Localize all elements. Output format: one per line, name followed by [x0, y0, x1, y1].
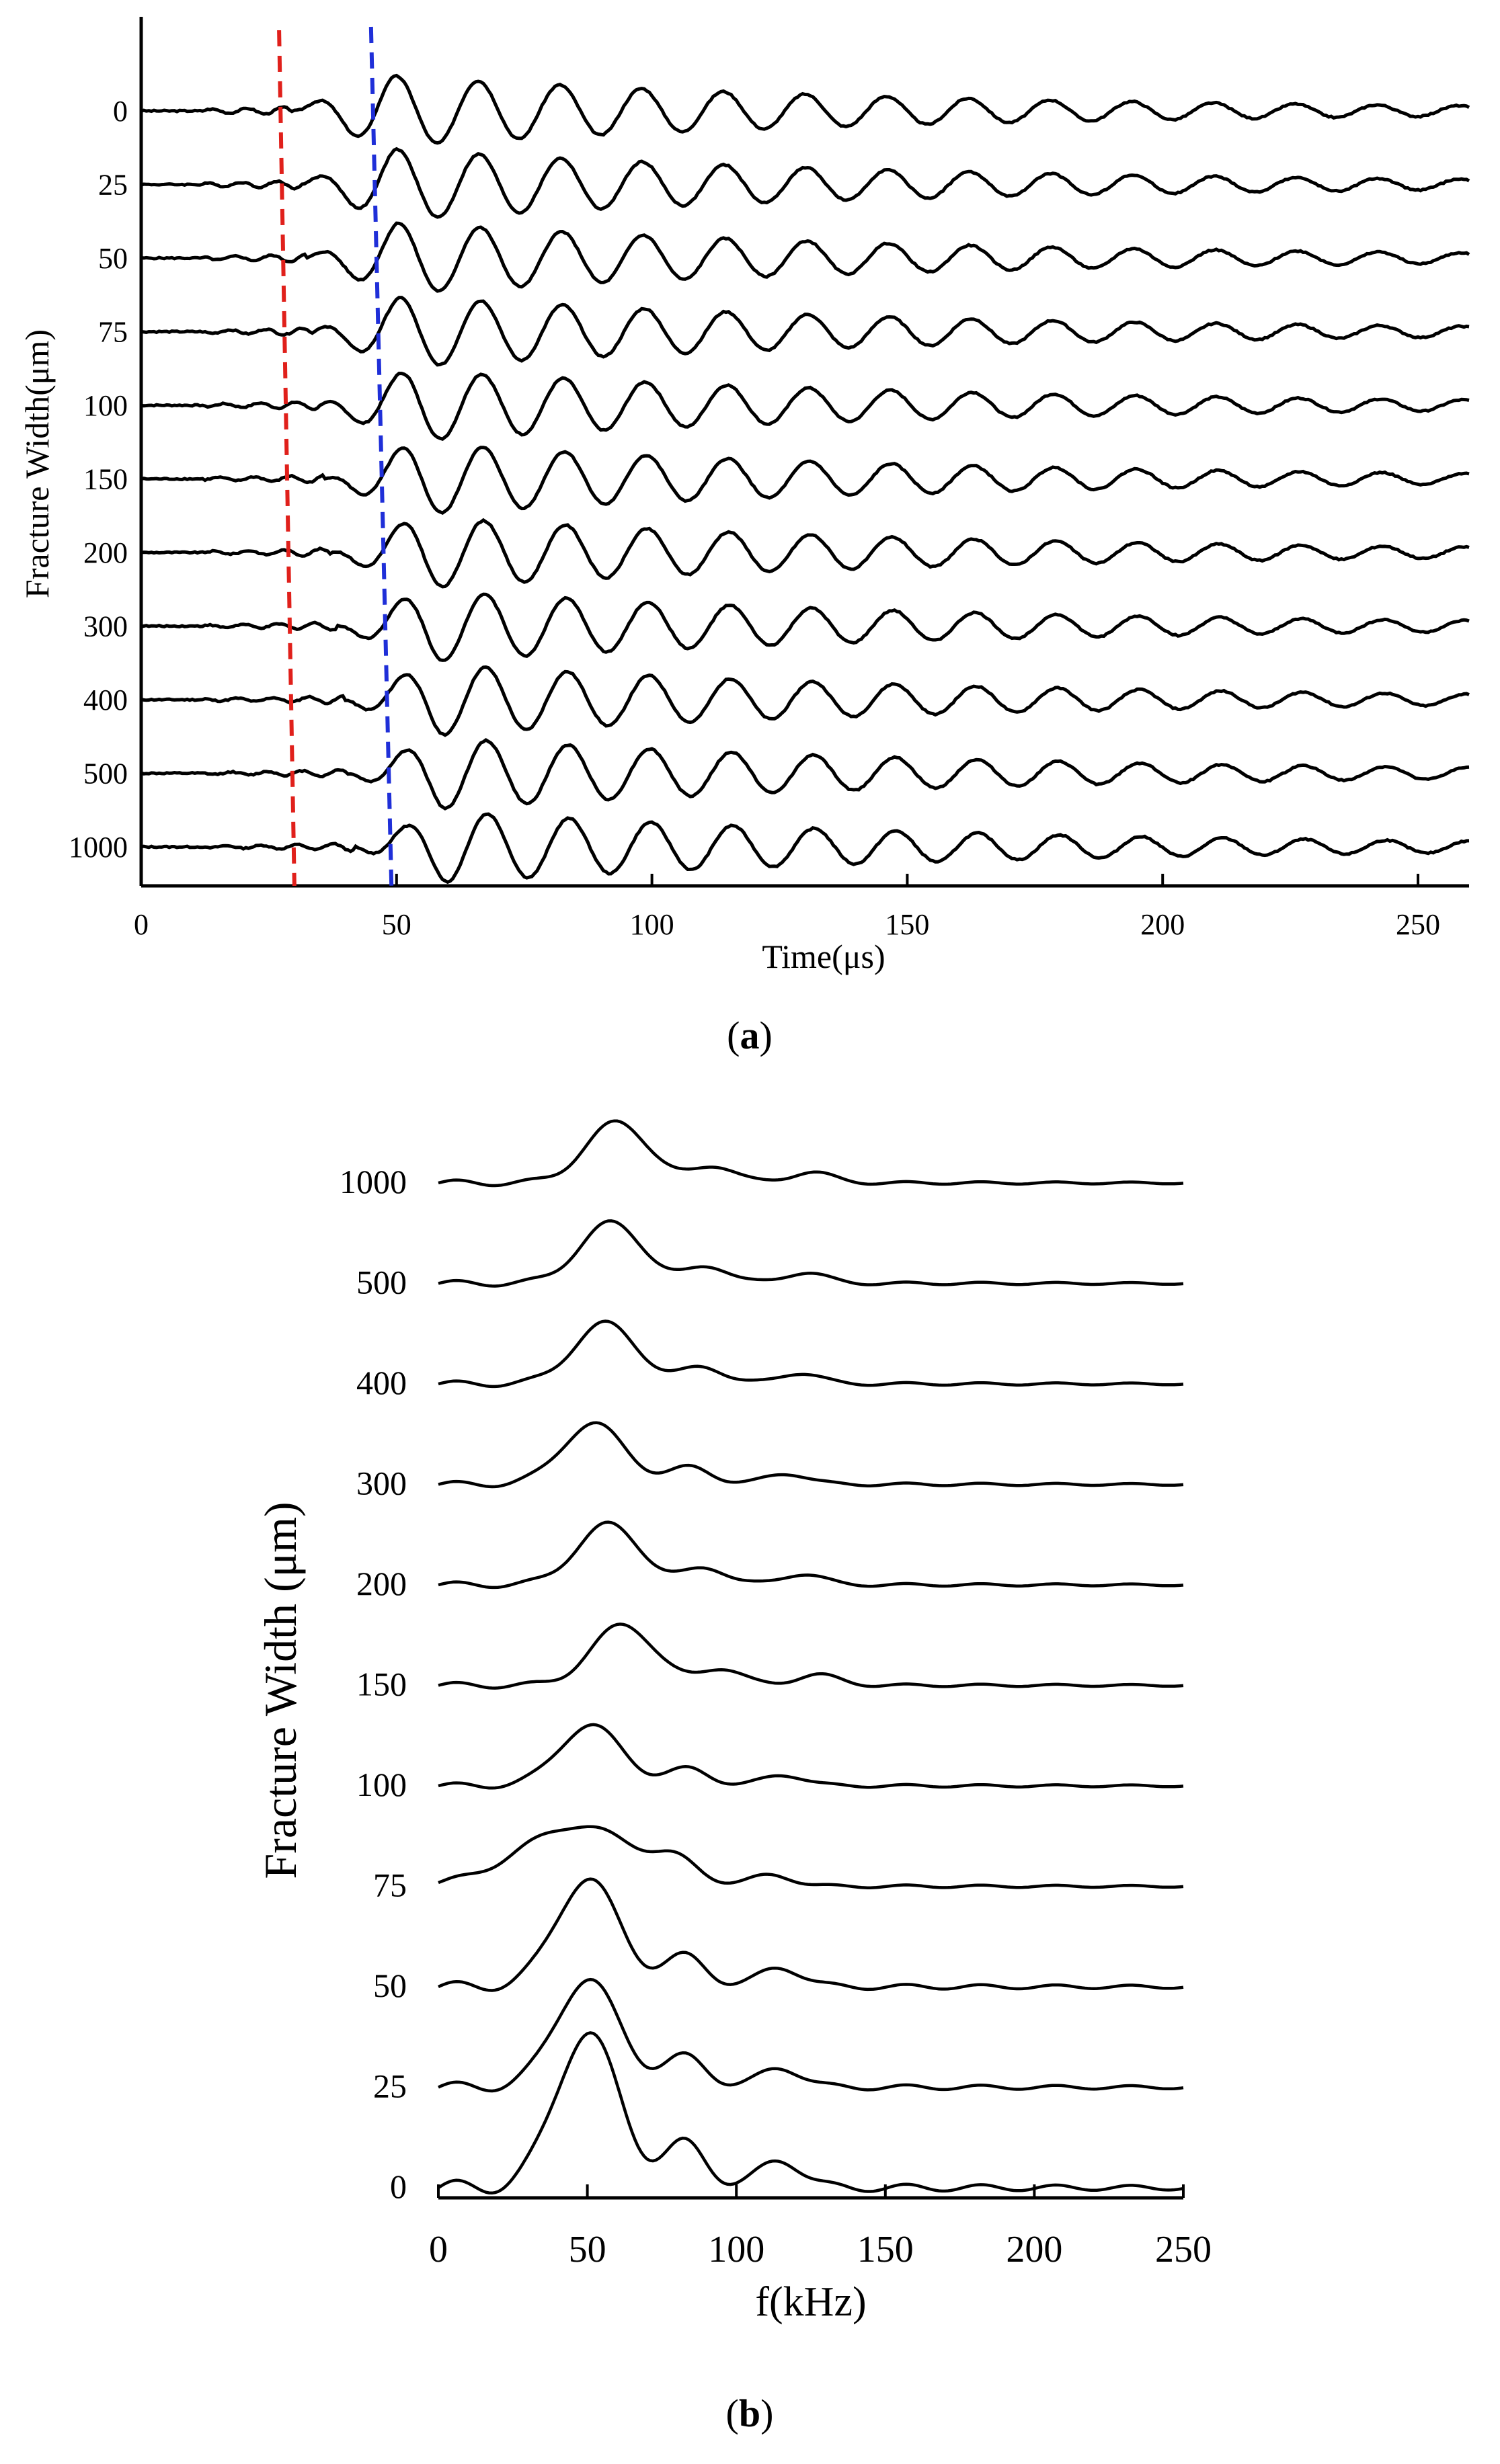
- x-tick-label-250: 250: [1396, 908, 1440, 941]
- f-tick-label-0: 0: [429, 2229, 448, 2270]
- panel-a-traces: [141, 73, 1470, 885]
- spectrum-label-50: 50: [373, 1967, 407, 2004]
- spectrum-trace-150: [438, 1623, 1184, 1690]
- spectrum-trace-0: [437, 2031, 1184, 2195]
- x-tick-label-0: 0: [134, 908, 149, 941]
- red-dashed-arrival-line: [277, 30, 297, 887]
- spectrum-label-150: 150: [356, 1666, 407, 1703]
- trace-label-1000: 1000: [69, 831, 128, 864]
- waveform-trace-1000: [141, 812, 1470, 885]
- panel-b-x-axis-title: f(kHz): [755, 2279, 866, 2325]
- trace-label-25: 25: [98, 169, 128, 202]
- trace-label-100: 100: [83, 389, 128, 422]
- waveform-trace-25: [141, 147, 1470, 219]
- x-tick-label-150: 150: [885, 908, 929, 941]
- waveform-trace-200: [141, 518, 1470, 589]
- panel-b-x-ticks: 0 50 100 150 200 250: [429, 2184, 1212, 2270]
- waveform-trace-300: [141, 592, 1470, 662]
- panel-b-label: (b): [726, 2391, 774, 2435]
- spectrum-label-300: 300: [356, 1465, 407, 1502]
- panel-a-label: (a): [727, 1014, 773, 1057]
- f-tick-label-150: 150: [857, 2229, 914, 2270]
- spectrum-label-0: 0: [390, 2168, 407, 2205]
- trace-label-0: 0: [113, 95, 128, 128]
- f-tick-label-200: 200: [1006, 2229, 1062, 2270]
- panel-b-spectra: 0 25 50 75 100 150 200 300 400 500 1000 0 50 100 150 2…: [255, 1119, 1212, 2435]
- spectrum-trace-400: [438, 1319, 1184, 1389]
- f-tick-label-250: 250: [1155, 2229, 1212, 2270]
- x-tick-label-200: 200: [1140, 908, 1185, 941]
- x-tick-label-100: 100: [630, 908, 674, 941]
- spectrum-trace-500: [438, 1219, 1184, 1288]
- waveform-trace-0: [141, 73, 1470, 145]
- trace-label-300: 300: [83, 610, 128, 643]
- panel-a-x-axis-title: Time(μs): [762, 938, 885, 975]
- panel-b-y-axis-title: Fracture Width (μm): [255, 1502, 306, 1879]
- panel-a-trace-labels: 0 25 50 75 100 150 200 300 400 500 1000: [69, 95, 128, 864]
- waveform-trace-100: [141, 371, 1470, 441]
- f-tick-label-50: 50: [569, 2229, 606, 2270]
- spectrum-trace-100: [438, 1723, 1184, 1790]
- spectrum-trace-300: [438, 1421, 1184, 1489]
- spectrum-trace-75: [438, 1825, 1184, 1889]
- spectrum-trace-200: [438, 1520, 1184, 1590]
- trace-label-150: 150: [83, 463, 128, 496]
- panel-b-trace-labels: 0 25 50 75 100 150 200 300 400 500 1000: [340, 1163, 407, 2205]
- blue-dashed-arrival-line: [368, 26, 394, 887]
- spectrum-label-400: 400: [356, 1364, 407, 1401]
- trace-label-75: 75: [98, 316, 128, 349]
- waveform-trace-500: [141, 738, 1470, 811]
- spectrum-label-25: 25: [373, 2067, 407, 2105]
- spectrum-trace-1000: [438, 1119, 1184, 1188]
- panel-b-traces: [437, 1119, 1184, 2195]
- trace-label-50: 50: [98, 242, 128, 275]
- waveform-trace-50: [141, 221, 1470, 293]
- waveform-trace-400: [141, 665, 1470, 737]
- spectrum-trace-50: [438, 1877, 1184, 1992]
- waveform-trace-150: [141, 446, 1470, 516]
- panel-a-y-axis-title: Fracture Width(μm): [18, 329, 56, 598]
- panel-a-x-ticks: 0 50 100 150 200 250: [134, 874, 1440, 941]
- spectrum-label-75: 75: [373, 1866, 407, 1904]
- x-tick-label-50: 50: [382, 908, 411, 941]
- spectrum-label-200: 200: [356, 1565, 407, 1602]
- spectrum-trace-25: [438, 1977, 1184, 2093]
- trace-label-500: 500: [83, 757, 128, 790]
- waveform-trace-75: [141, 296, 1470, 367]
- spectrum-label-100: 100: [356, 1766, 407, 1803]
- spectrum-label-1000: 1000: [340, 1163, 407, 1200]
- panel-a-waveforms: 0 25 50 75 100 150 200 300 400 500 1000 0 50 100 150 2…: [18, 17, 1470, 1057]
- trace-label-200: 200: [83, 536, 128, 569]
- spectrum-label-500: 500: [356, 1264, 407, 1301]
- trace-label-400: 400: [83, 684, 128, 716]
- f-tick-label-100: 100: [708, 2229, 764, 2270]
